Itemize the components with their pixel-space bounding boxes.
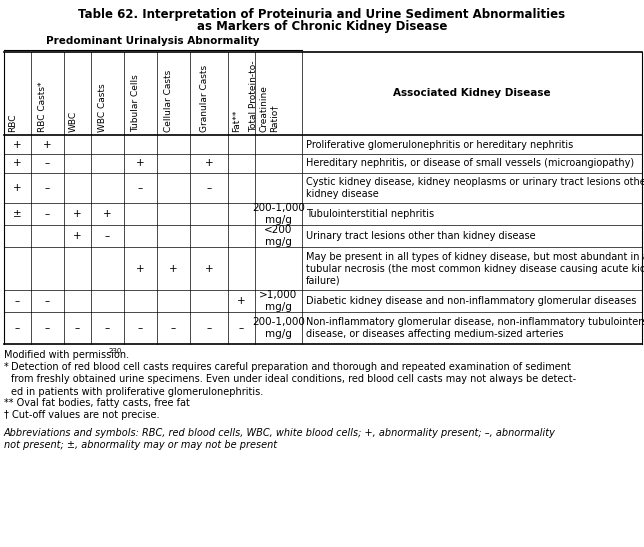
Text: Abbreviations and symbols: RBC, red blood cells, WBC, white blood cells; +, abno: Abbreviations and symbols: RBC, red bloo… xyxy=(4,428,556,450)
Text: –: – xyxy=(138,323,143,333)
Text: +: + xyxy=(136,159,145,168)
Text: Hereditary nephritis, or disease of small vessels (microangiopathy): Hereditary nephritis, or disease of smal… xyxy=(306,159,634,168)
Text: –: – xyxy=(138,183,143,193)
Text: +: + xyxy=(13,139,22,149)
Text: Detection of red blood cell casts requires careful preparation and thorough and : Detection of red blood cell casts requir… xyxy=(11,362,576,397)
Text: RBC: RBC xyxy=(8,113,17,132)
Text: Non-inflammatory glomerular disease, non-inflammatory tubulointerstitial
disease: Non-inflammatory glomerular disease, non… xyxy=(306,317,644,339)
Text: –: – xyxy=(15,323,20,333)
Text: Urinary tract lesions other than kidney disease: Urinary tract lesions other than kidney … xyxy=(306,231,536,241)
Text: +: + xyxy=(205,264,213,274)
Text: Cystic kidney disease, kidney neoplasms or urinary tract lesions other than
kidn: Cystic kidney disease, kidney neoplasms … xyxy=(306,177,644,199)
Text: Proliferative glomerulonephritis or hereditary nephritis: Proliferative glomerulonephritis or here… xyxy=(306,139,573,149)
Text: –: – xyxy=(45,209,50,219)
Text: –: – xyxy=(15,296,20,306)
Text: +: + xyxy=(103,209,112,219)
Text: +: + xyxy=(136,264,145,274)
Text: –: – xyxy=(105,323,110,333)
Text: Tubular Cells: Tubular Cells xyxy=(131,74,140,132)
Text: –: – xyxy=(45,296,50,306)
Text: Total Protein-to-
Creatinine
Ratio†: Total Protein-to- Creatinine Ratio† xyxy=(249,60,278,132)
Text: +: + xyxy=(169,264,178,274)
Text: –: – xyxy=(45,159,50,168)
Text: <200
mg/g: <200 mg/g xyxy=(264,225,292,247)
Text: +: + xyxy=(73,231,82,241)
Text: May be present in all types of kidney disease, but most abundant in acute
tubula: May be present in all types of kidney di… xyxy=(306,252,644,285)
Text: +: + xyxy=(43,139,52,149)
Text: RBC Casts*: RBC Casts* xyxy=(39,82,48,132)
Text: Cellular Casts: Cellular Casts xyxy=(164,70,173,132)
Text: Table 62. Interpretation of Proteinuria and Urine Sediment Abnormalities: Table 62. Interpretation of Proteinuria … xyxy=(79,8,565,21)
Text: † Cut-off values are not precise.: † Cut-off values are not precise. xyxy=(4,410,160,420)
Text: Predominant Urinalysis Abnormality: Predominant Urinalysis Abnormality xyxy=(46,36,260,46)
Text: as Markers of Chronic Kidney Disease: as Markers of Chronic Kidney Disease xyxy=(197,20,447,33)
Text: +: + xyxy=(13,159,22,168)
Text: WBC: WBC xyxy=(68,111,77,132)
Text: –: – xyxy=(206,323,212,333)
Text: *: * xyxy=(4,362,9,372)
Text: 200-1,000
mg/g: 200-1,000 mg/g xyxy=(252,317,305,339)
Text: +: + xyxy=(13,183,22,193)
Text: >1,000
mg/g: >1,000 mg/g xyxy=(260,290,298,312)
Text: –: – xyxy=(239,323,244,333)
Text: +: + xyxy=(237,296,246,306)
Text: –: – xyxy=(45,183,50,193)
Text: +: + xyxy=(205,159,213,168)
Text: –: – xyxy=(105,231,110,241)
Text: Tubulointerstitial nephritis: Tubulointerstitial nephritis xyxy=(306,209,434,219)
Text: +: + xyxy=(73,209,82,219)
Text: Granular Casts: Granular Casts xyxy=(200,65,209,132)
Text: 230: 230 xyxy=(109,348,122,354)
Text: Modified with permission.: Modified with permission. xyxy=(4,350,129,360)
Text: Fat**: Fat** xyxy=(232,109,242,132)
Text: WBC Casts: WBC Casts xyxy=(99,83,108,132)
Text: –: – xyxy=(171,323,176,333)
Text: 200-1,000
mg/g: 200-1,000 mg/g xyxy=(252,203,305,225)
Text: –: – xyxy=(45,323,50,333)
Text: Diabetic kidney disease and non-inflammatory glomerular diseases: Diabetic kidney disease and non-inflamma… xyxy=(306,296,636,306)
Text: ** Oval fat bodies, fatty casts, free fat: ** Oval fat bodies, fatty casts, free fa… xyxy=(4,398,190,408)
Text: –: – xyxy=(75,323,80,333)
Text: Associated Kidney Disease: Associated Kidney Disease xyxy=(393,89,551,98)
Text: ±: ± xyxy=(13,209,22,219)
Text: –: – xyxy=(206,183,212,193)
